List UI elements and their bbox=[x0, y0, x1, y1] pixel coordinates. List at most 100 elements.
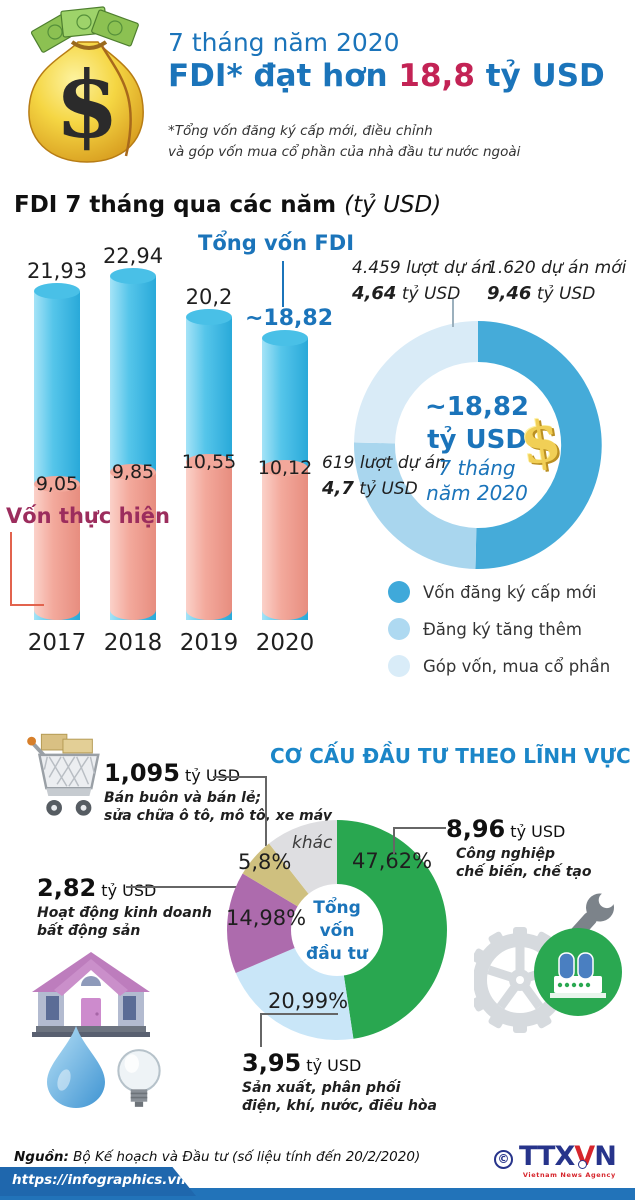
callout-new-unit: tỷ USD bbox=[531, 283, 596, 304]
light-bulb-icon bbox=[110, 1046, 168, 1112]
power-leader-hline bbox=[260, 1013, 338, 1015]
bar-realized-value-2019: 10,55 bbox=[181, 451, 237, 473]
bar-year-2017: 2017 bbox=[27, 630, 87, 656]
header-kicker: 7 tháng năm 2020 bbox=[168, 28, 400, 57]
legend-swatch-add bbox=[388, 618, 410, 640]
pct-retail: 5,8% bbox=[238, 850, 292, 874]
donut-callout-add: 619 lượt dự án 4,7 tỷ USD bbox=[322, 452, 446, 502]
manufacturing-icon bbox=[467, 876, 634, 1046]
bar-total-cap-2017 bbox=[34, 283, 80, 299]
logo-n: N bbox=[594, 1141, 617, 1172]
bar-realized-2018 bbox=[110, 472, 156, 620]
legend-label-add: Đăng ký tăng thêm bbox=[423, 619, 582, 639]
sector-pie-chart bbox=[227, 820, 447, 1040]
pct-industry: 47,62% bbox=[352, 849, 433, 873]
pie-slice-2 bbox=[227, 873, 337, 973]
realized-bracket-vline bbox=[10, 532, 12, 606]
total-fdi-label: Tổng vốn FDI bbox=[198, 231, 355, 255]
source-text: Bộ Kế hoạch và Đầu tư (số liệu tính đến … bbox=[68, 1149, 421, 1165]
donut-center-period-1: 7 tháng bbox=[438, 456, 516, 480]
fdi-structure-donut-chart bbox=[353, 321, 602, 569]
copyright-icon: © bbox=[494, 1150, 513, 1169]
logo-subtitle: Vietnam News Agency bbox=[522, 1171, 616, 1180]
industry-description: Công nghiệp chế biến, chế tạo bbox=[456, 846, 592, 881]
bar-total-value-2020: ~18,82 bbox=[245, 306, 334, 331]
callout-new-projects: 1.620 dự án mới bbox=[487, 258, 627, 278]
donut-slice-2 bbox=[354, 321, 478, 444]
bar-total-value-2019: 20,2 bbox=[185, 285, 233, 309]
pie-center-hole bbox=[291, 884, 383, 976]
donut-center-value: ~18,82 bbox=[424, 392, 530, 422]
retail-amount: 1,095 tỷ USD bbox=[104, 759, 240, 787]
realestate-description: Hoạt động kinh doanh bất động sản bbox=[37, 905, 212, 940]
power-amount: 3,95 tỷ USD bbox=[242, 1049, 361, 1077]
bar-total-cap-2018 bbox=[110, 268, 156, 284]
bar-total-value-2018: 22,94 bbox=[102, 244, 164, 268]
bar-chart-title-unit: (tỷ USD) bbox=[344, 192, 442, 218]
banknotes-icon bbox=[30, 6, 139, 53]
industry-leader-vline bbox=[393, 827, 395, 854]
sector-chart-title: CƠ CẤU ĐẦU TƯ THEO LĨNH VỰC bbox=[270, 744, 631, 768]
ttxvn-logo: © TTXVN Vietnam News Agency bbox=[494, 1141, 617, 1180]
retail-unit: tỷ USD bbox=[179, 766, 241, 785]
pct-other-label: khác bbox=[292, 833, 333, 853]
donut-center-unit: tỷ USD bbox=[427, 424, 527, 455]
website-url: https://infographics.vn bbox=[12, 1172, 186, 1188]
callout-new-value: 9,46 bbox=[487, 282, 532, 304]
retail-leader-hline bbox=[213, 776, 267, 778]
title-value: 18,8 bbox=[398, 58, 475, 94]
legend-item-new: Vốn đăng ký cấp mới bbox=[388, 581, 610, 603]
source-label: Nguồn: bbox=[14, 1149, 69, 1165]
bar-chart-title: FDI 7 tháng qua các năm (tỷ USD) bbox=[14, 192, 441, 218]
callout-add-unit: tỷ USD bbox=[353, 478, 418, 499]
bar-chart-title-text: FDI 7 tháng qua các năm bbox=[14, 192, 345, 218]
bar-total-cap-2020 bbox=[262, 330, 308, 346]
realestate-amount: 2,82 tỷ USD bbox=[37, 874, 156, 902]
realestate-unit: tỷ USD bbox=[96, 881, 157, 900]
bar-total-cap-2019 bbox=[186, 309, 232, 325]
legend-label-share: Góp vốn, mua cổ phần bbox=[423, 656, 611, 676]
donut-slice-1 bbox=[353, 442, 477, 569]
realized-bracket-hline bbox=[10, 604, 44, 606]
header-note: *Tổng vốn đăng ký cấp mới, điều chỉnh và… bbox=[168, 121, 520, 163]
total-fdi-pointer-line bbox=[282, 261, 284, 307]
legend-item-share: Góp vốn, mua cổ phần bbox=[388, 655, 610, 677]
legend-item-add: Đăng ký tăng thêm bbox=[388, 618, 610, 640]
bar-realized-2019 bbox=[186, 462, 232, 620]
retail-description: Bán buôn và bán lẻ; sửa chữa ô tô, mô tô… bbox=[104, 790, 332, 825]
gear-icon bbox=[467, 927, 573, 1033]
bar-year-2019: 2019 bbox=[179, 630, 239, 656]
water-drop-icon bbox=[44, 1024, 108, 1110]
retail-value: 1,095 bbox=[104, 759, 180, 787]
retail-leader-vline bbox=[265, 776, 267, 846]
bar-realized-2017 bbox=[34, 484, 80, 620]
realestate-value: 2,82 bbox=[37, 874, 97, 902]
pct-power: 20,99% bbox=[268, 989, 349, 1013]
bar-realized-value-2020: 10,12 bbox=[257, 457, 313, 479]
legend-label-new: Vốn đăng ký cấp mới bbox=[423, 582, 597, 602]
donut-center-period-2: năm 2020 bbox=[426, 481, 528, 505]
page-title: FDI* đạt hơn 18,8 tỷ USD bbox=[168, 58, 605, 94]
realestate-leader-hline bbox=[126, 886, 257, 888]
callout-share-projects: 4.459 lượt dự án bbox=[352, 258, 493, 278]
industry-value: 8,96 bbox=[446, 815, 506, 843]
legend-swatch-share bbox=[388, 655, 410, 677]
donut-callout-share: 4.459 lượt dự án 4,64 tỷ USD bbox=[352, 257, 492, 307]
industry-leader-hline bbox=[393, 827, 446, 829]
legend-swatch-new bbox=[388, 581, 410, 603]
donut-legend: Vốn đăng ký cấp mới Đăng ký tăng thêm Gó… bbox=[388, 581, 610, 692]
source-note: Nguồn: Bộ Kế hoạch và Đầu tư (số liệu tí… bbox=[14, 1149, 420, 1165]
fdi-bar-chart: 21,93 9,05 2017 22,94 9,85 2018 20,2 10,55 2019 ~… bbox=[27, 244, 334, 656]
pie-center-label: Tổng vốn đầu tư bbox=[306, 898, 368, 964]
logo-ttx: TTX bbox=[519, 1141, 575, 1172]
money-bag-icon: $ bbox=[18, 4, 160, 168]
bar-year-2020: 2020 bbox=[255, 630, 315, 656]
title-prefix: FDI* đạt hơn bbox=[168, 58, 399, 94]
pct-realestate: 14,98% bbox=[226, 906, 307, 930]
pie-slice-0 bbox=[337, 820, 447, 1039]
realized-capital-label: Vốn thực hiện bbox=[6, 504, 170, 528]
note-line-1: *Tổng vốn đăng ký cấp mới, điều chỉnh bbox=[168, 123, 433, 139]
bar-realized-cap-2020 bbox=[262, 460, 308, 476]
industry-amount: 8,96 tỷ USD bbox=[446, 815, 565, 843]
